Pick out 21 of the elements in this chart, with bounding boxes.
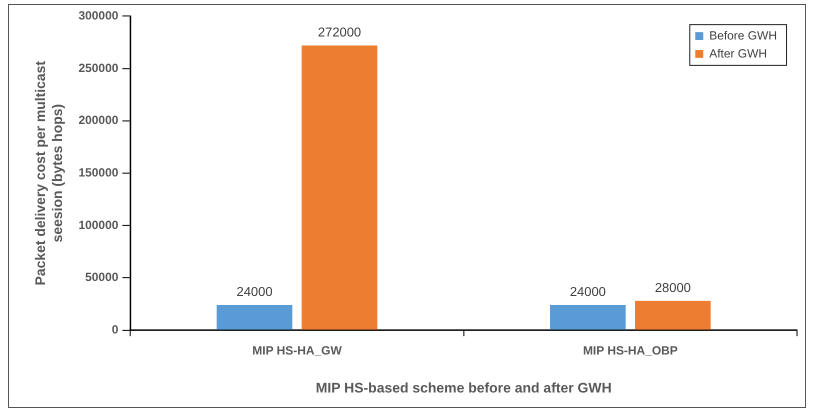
data-label: 24000	[570, 284, 606, 300]
legend-label: Before GWH	[709, 28, 777, 42]
y-tick-label: 200000	[78, 113, 119, 128]
legend-label: After GWH	[709, 46, 767, 60]
y-tick-label: 0	[112, 322, 119, 336]
y-tick-label: 250000	[78, 60, 119, 75]
x-axis-title: MIP HS-based scheme before and after GWH	[316, 380, 612, 396]
y-axis-title: Packet delivery cost per multicast seesion (bytes hops)	[32, 60, 65, 286]
data-label: 272000	[318, 24, 362, 40]
bar	[302, 45, 378, 330]
bar	[216, 305, 292, 330]
y-tick-label: 100000	[78, 218, 119, 232]
y-tick-label: 50000	[85, 270, 119, 284]
y-tick-label: 300000	[78, 8, 119, 22]
x-tick-label: MIP HS-HA_GW	[252, 344, 342, 358]
data-label: 28000	[654, 280, 691, 295]
bar	[635, 300, 711, 330]
data-label: 24000	[236, 284, 273, 300]
x-tick-label: MIP HS-HA_OBP	[582, 344, 678, 358]
y-tick-label: 150000	[78, 165, 119, 180]
bar	[550, 305, 626, 330]
